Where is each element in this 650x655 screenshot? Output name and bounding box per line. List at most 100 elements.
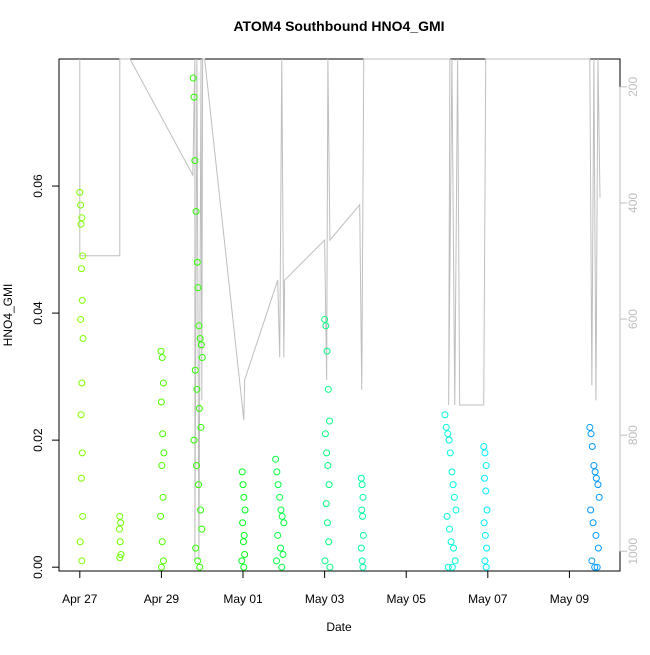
point [240,563,248,571]
y2-tick-label: 200 [626,77,640,97]
point [444,563,452,571]
point [197,423,205,431]
point [444,430,452,438]
point [594,481,602,489]
point [323,449,331,457]
y2-tick-label: 400 [626,193,640,213]
point [323,519,331,527]
point [78,296,86,304]
point [591,468,599,476]
point [240,493,248,501]
point [116,538,124,546]
point [189,74,197,82]
point [79,335,87,343]
point [274,481,282,489]
point [326,417,334,425]
point [158,462,166,470]
point [480,442,488,450]
point [359,512,367,520]
point [272,557,280,565]
point [276,493,284,501]
point [76,538,84,546]
point [446,449,454,457]
point [241,550,249,558]
point [192,462,200,470]
point [592,474,600,482]
point [321,557,329,565]
point [325,481,333,489]
point [452,506,460,514]
point [321,430,329,438]
point [239,481,247,489]
x-tick-label: Apr 27 [62,592,98,606]
point [482,563,490,571]
point [481,449,489,457]
y-axis-label: HNO4_GMI [1,284,15,347]
point [448,468,456,476]
point [277,544,285,552]
point [450,493,458,501]
point [587,430,595,438]
y2-tick-label: 800 [626,425,640,445]
point [192,544,200,552]
point [586,423,594,431]
y-tick-label: 0.02 [31,428,45,452]
point [157,398,165,406]
point [481,531,489,539]
point [239,538,247,546]
point [326,563,334,571]
point [191,366,199,374]
y2-tick-label: 1000 [626,538,640,565]
point [77,474,85,482]
point [589,519,597,527]
point [451,557,459,565]
point [449,481,457,489]
point [157,563,165,571]
point [157,347,165,355]
point [116,512,124,520]
point [483,506,491,514]
point [192,207,200,215]
point [78,379,86,387]
point [198,354,206,362]
point [197,506,205,514]
point [158,538,166,546]
point [358,557,366,565]
point [450,544,458,552]
point [194,557,202,565]
point [445,525,453,533]
x-tick-label: Apr 29 [144,592,180,606]
point [77,411,85,419]
point [160,449,168,457]
point [592,531,600,539]
x-tick-label: May 01 [223,592,263,606]
point [195,322,203,330]
point [77,220,85,228]
point [588,442,596,450]
y-tick-label: 0.04 [31,301,45,325]
point [191,157,199,165]
x-tick-label: May 09 [550,592,590,606]
x-tick-label: May 03 [305,592,345,606]
point [115,525,123,533]
point [594,544,602,552]
point [195,481,203,489]
point [278,512,286,520]
x-tick-label: May 07 [468,592,508,606]
point [157,512,165,520]
point [190,436,198,444]
point [273,468,281,476]
point [159,493,167,501]
point [117,519,125,527]
point [159,379,167,387]
point [591,563,599,571]
point [443,512,451,520]
point [238,557,246,565]
point [79,252,87,260]
point [77,265,85,273]
point [321,315,329,323]
point [159,557,167,565]
point [241,506,249,514]
point [359,531,367,539]
point [593,563,601,571]
